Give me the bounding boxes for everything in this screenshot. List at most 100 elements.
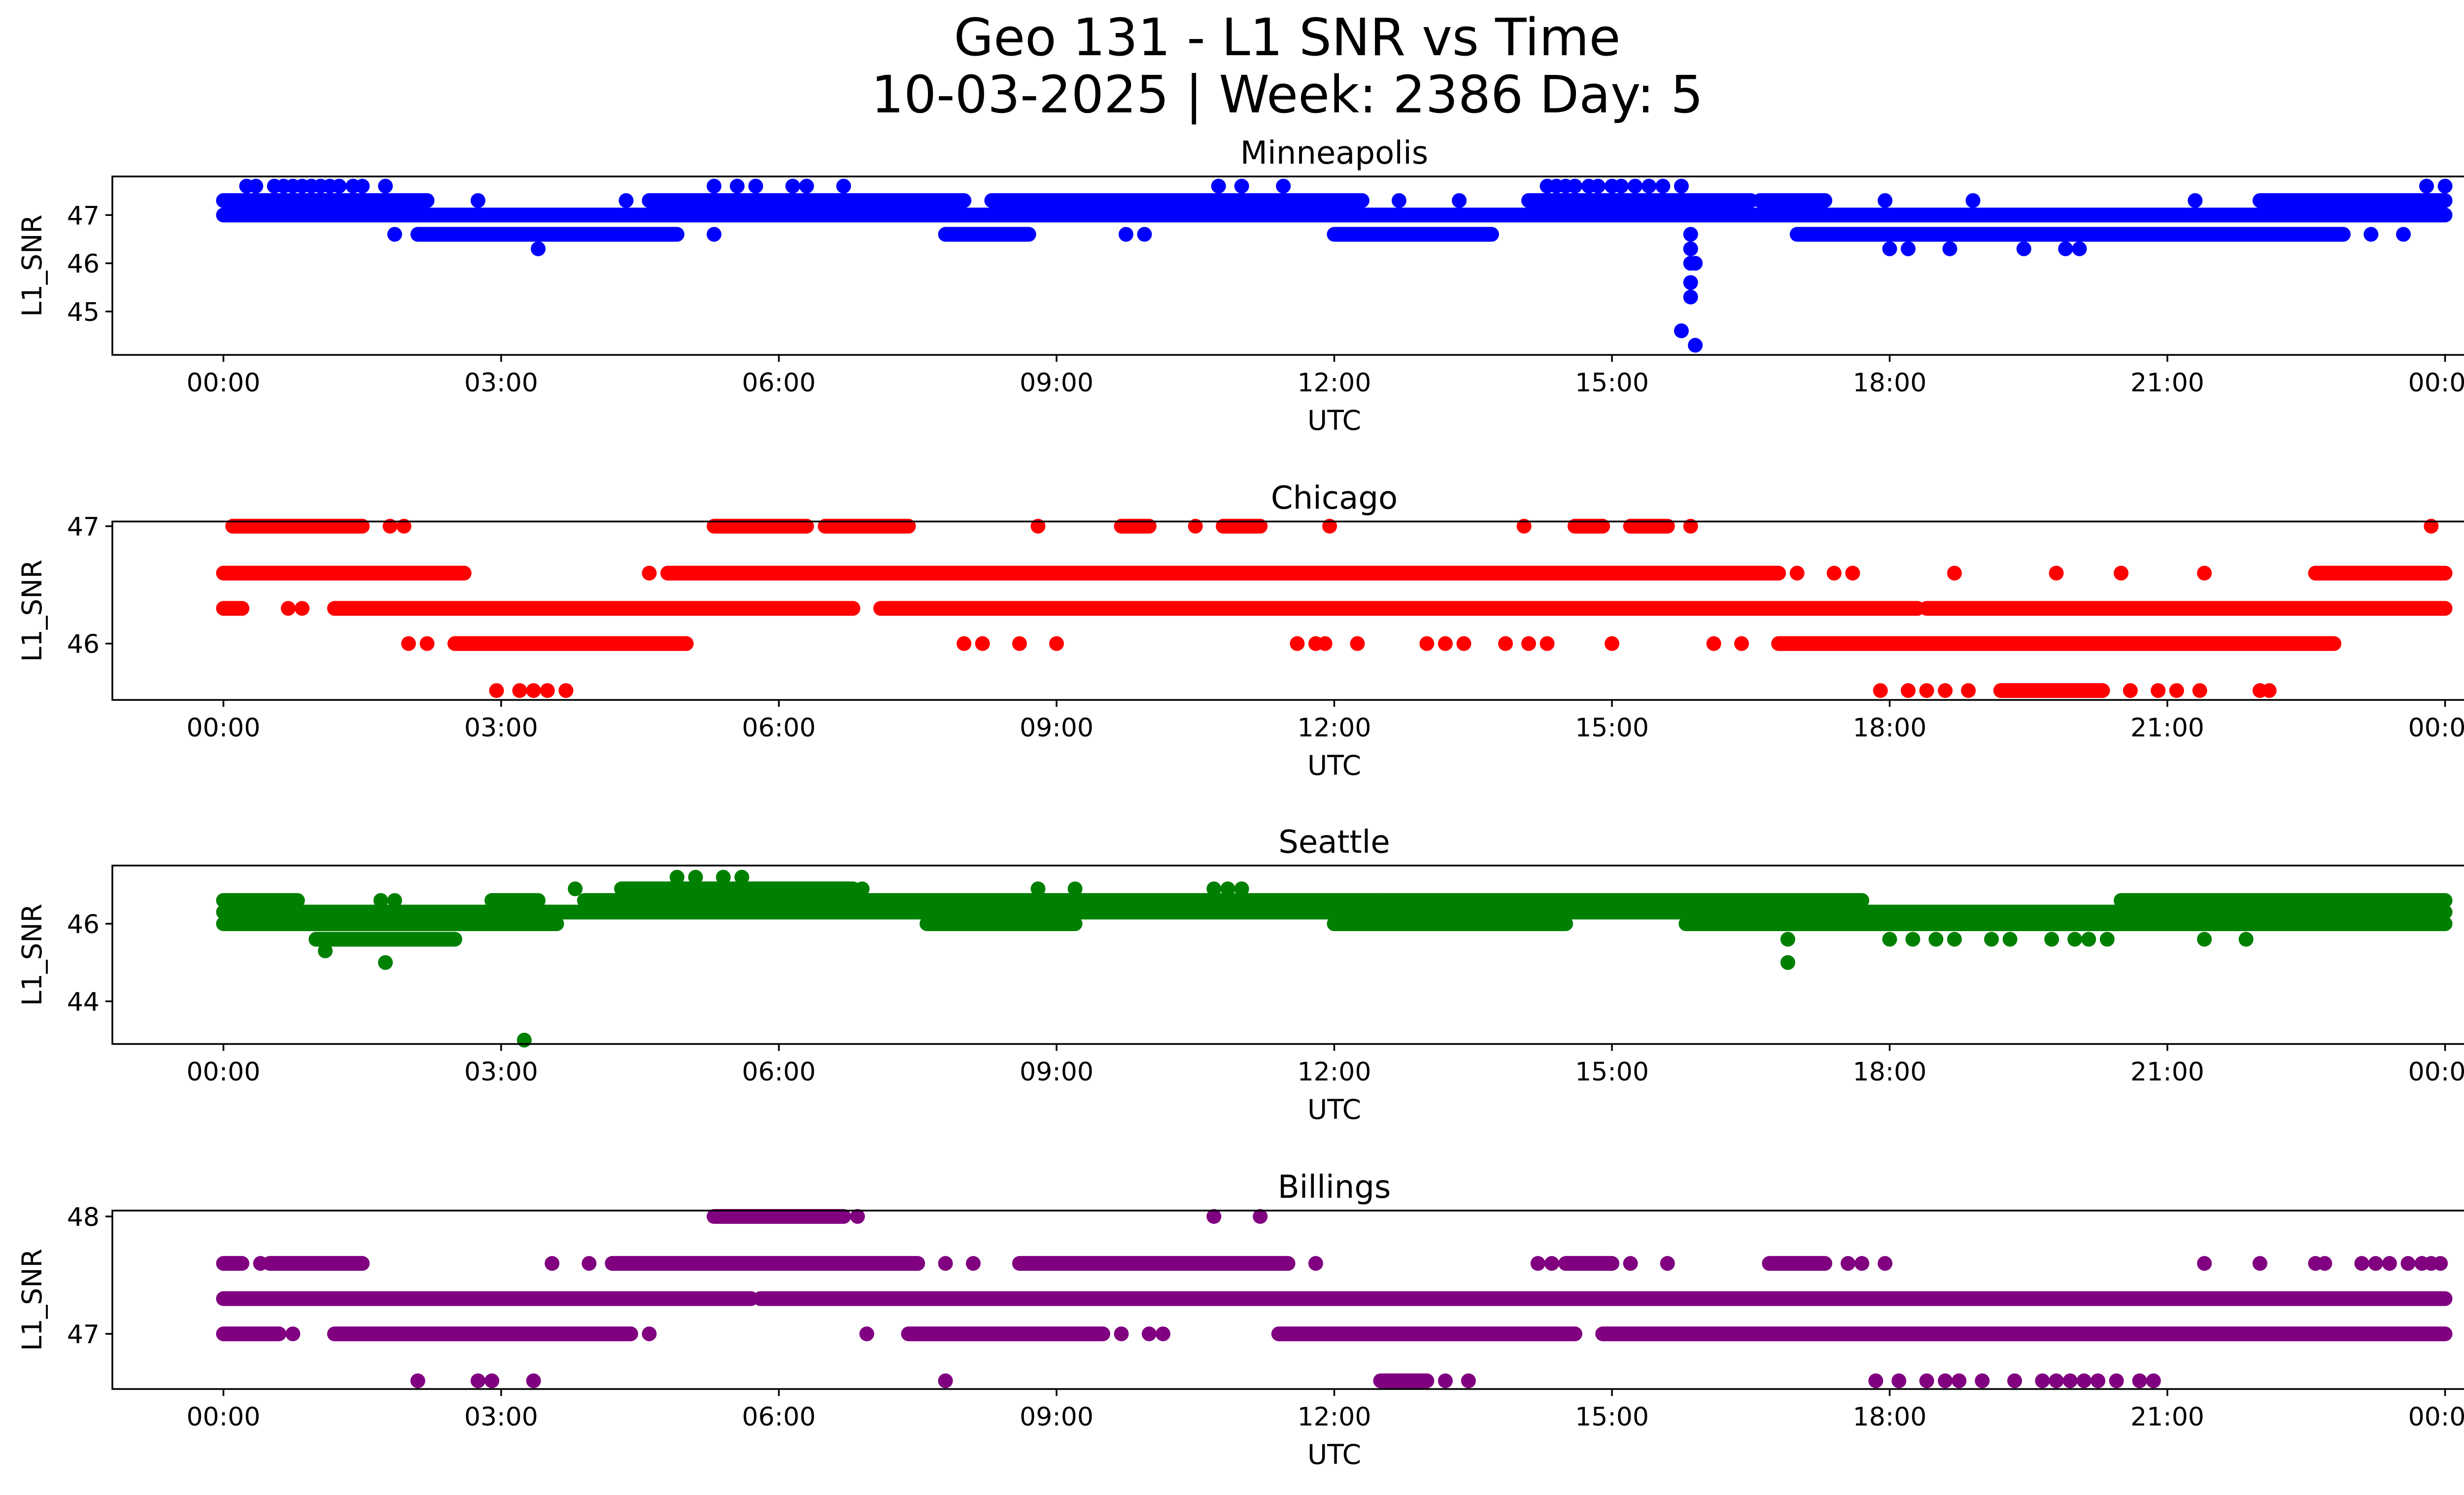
x-tick-label: 06:00 — [742, 1402, 816, 1432]
data-point — [688, 869, 703, 885]
data-point — [1627, 178, 1643, 194]
subplot-title: Billings — [1278, 1169, 1391, 1206]
data-point — [2099, 932, 2115, 947]
data-point — [318, 943, 333, 959]
data-point — [1965, 193, 1981, 208]
data-point — [1030, 881, 1046, 897]
data-point — [1882, 241, 1897, 256]
data-point — [1891, 1373, 1907, 1389]
data-point-cluster — [1567, 519, 1610, 534]
data-point — [2062, 1373, 2078, 1389]
y-axis-label: L1_SNR — [16, 904, 48, 1006]
data-point-cluster — [216, 1326, 287, 1342]
data-point — [2077, 1373, 2092, 1389]
data-point — [484, 1373, 500, 1389]
data-point-cluster — [873, 601, 1925, 616]
data-point-cluster — [1993, 683, 2110, 698]
data-point-cluster — [484, 893, 546, 908]
data-point — [373, 893, 388, 908]
y-tick-label: 47 — [67, 201, 100, 231]
data-point — [1901, 241, 1916, 256]
data-point — [1498, 636, 1513, 651]
data-point-cluster — [1789, 227, 2351, 242]
x-tick-label: 18:00 — [1853, 368, 1927, 398]
data-point — [387, 893, 402, 908]
x-tick-label: 06:00 — [742, 713, 816, 743]
data-point-cluster — [1752, 193, 1833, 208]
data-point — [1437, 1373, 1453, 1389]
y-tick-label: 46 — [67, 630, 100, 660]
data-point — [531, 241, 546, 256]
x-tick-label: 15:00 — [1575, 1057, 1649, 1087]
data-point-cluster — [216, 193, 435, 208]
data-point — [2437, 178, 2453, 194]
data-point — [2424, 519, 2439, 534]
data-point — [975, 636, 990, 651]
data-point-cluster — [2252, 193, 2453, 208]
data-point — [470, 1373, 485, 1389]
y-tick-label: 46 — [67, 910, 100, 939]
x-tick-label: 03:00 — [464, 713, 538, 743]
data-point — [1683, 519, 1698, 534]
data-point — [470, 193, 485, 208]
data-point — [382, 519, 398, 534]
data-point — [1623, 1256, 1638, 1271]
y-axis-label: L1_SNR — [16, 559, 48, 661]
data-point — [850, 1209, 865, 1224]
data-point-cluster — [447, 636, 694, 651]
data-point — [526, 1373, 541, 1389]
data-point — [1947, 932, 1962, 947]
data-point — [2109, 1373, 2124, 1389]
data-point-cluster — [1919, 601, 2453, 616]
data-point — [1613, 178, 1629, 194]
data-point — [285, 1326, 301, 1342]
data-point — [1660, 1256, 1675, 1271]
y-tick-label: 47 — [67, 1320, 100, 1350]
x-tick-label: 03:00 — [464, 368, 538, 398]
data-point — [1928, 932, 1944, 947]
data-point-cluster — [1595, 1326, 2453, 1342]
data-point-cluster — [1373, 1373, 1435, 1389]
data-point — [401, 636, 416, 651]
data-point — [2002, 932, 2018, 947]
data-point — [1642, 178, 1657, 194]
data-point-cluster — [327, 601, 860, 616]
data-point — [1049, 636, 1064, 651]
data-point — [1942, 241, 1957, 256]
x-tick-label: 12:00 — [1298, 1402, 1371, 1432]
data-point — [1688, 338, 1703, 353]
data-point — [642, 565, 657, 581]
data-point — [1984, 932, 1999, 947]
data-point — [1188, 519, 1203, 534]
data-point-cluster — [753, 1291, 2453, 1306]
data-point — [938, 1373, 953, 1389]
data-point — [706, 178, 721, 194]
data-point — [295, 601, 310, 616]
data-point-cluster — [1521, 193, 1758, 208]
x-tick-label: 09:00 — [1020, 1402, 1094, 1432]
data-point — [1456, 636, 1472, 651]
x-tick-label: 09:00 — [1020, 368, 1094, 398]
y-tick-label: 44 — [67, 987, 100, 1017]
data-point — [2188, 193, 2203, 208]
x-tick-label: 18:00 — [1853, 713, 1927, 743]
data-point-cluster — [410, 227, 684, 242]
x-tick-label: 15:00 — [1575, 368, 1649, 398]
data-series — [216, 519, 2453, 698]
data-point-cluster — [1327, 916, 1574, 932]
data-point — [396, 519, 411, 534]
data-point — [1012, 636, 1027, 651]
data-point — [669, 869, 684, 885]
y-tick-label: 45 — [67, 298, 100, 327]
data-point — [1118, 227, 1133, 242]
data-point — [253, 1256, 268, 1271]
subplot-title: Minneapolis — [1240, 135, 1428, 172]
data-point — [2049, 565, 2064, 581]
data-point — [1461, 1373, 1476, 1389]
data-point — [526, 683, 541, 698]
data-point — [1780, 955, 1795, 970]
data-point — [558, 683, 574, 698]
data-point — [234, 601, 249, 616]
data-point — [378, 955, 393, 970]
data-point — [1317, 636, 1333, 651]
